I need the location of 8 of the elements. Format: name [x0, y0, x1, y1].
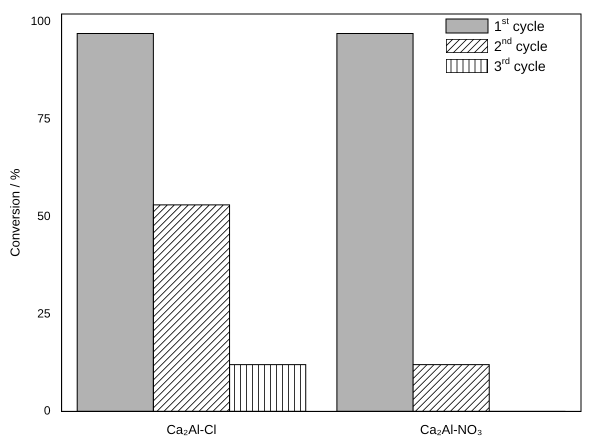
y-tick-label: 75 [37, 112, 51, 126]
y-tick-label: 25 [37, 306, 51, 320]
x-tick-label: Ca₂Al-Cl [166, 422, 216, 437]
y-tick-label: 50 [37, 208, 51, 223]
y-tick-label: 100 [30, 14, 51, 28]
y-axis-title: Conversion / % [7, 168, 22, 257]
y-tick-label: 0 [44, 404, 51, 418]
x-tick-label: Ca₂Al-NO₃ [420, 422, 482, 437]
